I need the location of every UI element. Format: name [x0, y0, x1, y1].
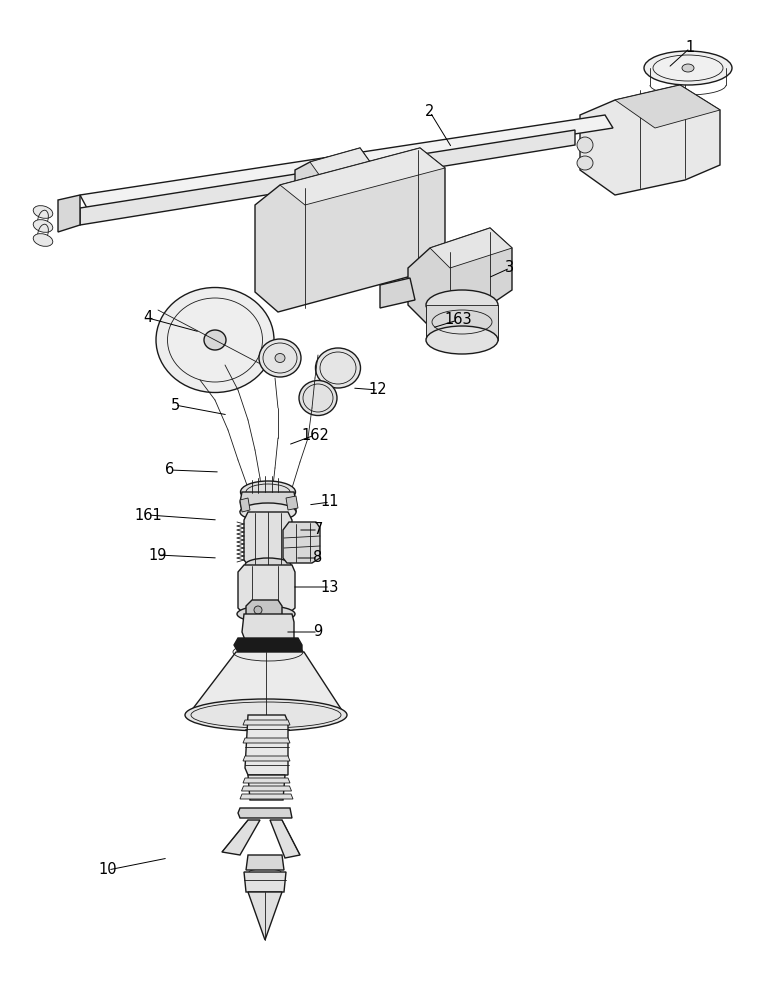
Text: 161: 161 — [134, 508, 162, 522]
Polygon shape — [246, 600, 282, 620]
Ellipse shape — [577, 137, 593, 153]
Polygon shape — [238, 565, 295, 614]
Ellipse shape — [682, 64, 694, 72]
Polygon shape — [234, 638, 302, 652]
Text: 4: 4 — [143, 310, 153, 326]
Text: 2: 2 — [425, 104, 435, 119]
Polygon shape — [242, 614, 294, 640]
Ellipse shape — [33, 206, 53, 218]
Polygon shape — [248, 775, 285, 800]
Text: 10: 10 — [99, 862, 117, 878]
Polygon shape — [243, 720, 290, 725]
Text: 19: 19 — [148, 548, 167, 562]
Polygon shape — [80, 115, 613, 210]
Text: 3: 3 — [505, 260, 514, 275]
Polygon shape — [188, 652, 345, 715]
Ellipse shape — [240, 481, 295, 503]
Polygon shape — [580, 85, 720, 195]
Ellipse shape — [185, 699, 347, 731]
Text: 12: 12 — [368, 382, 387, 397]
Polygon shape — [58, 195, 80, 232]
Ellipse shape — [237, 606, 295, 622]
Polygon shape — [310, 148, 370, 176]
Text: 8: 8 — [314, 550, 323, 566]
Polygon shape — [240, 498, 250, 512]
Polygon shape — [246, 855, 284, 870]
Polygon shape — [286, 496, 298, 510]
Ellipse shape — [644, 51, 732, 85]
Polygon shape — [270, 820, 300, 858]
Ellipse shape — [245, 558, 291, 572]
Ellipse shape — [316, 348, 361, 388]
Ellipse shape — [204, 330, 226, 350]
Ellipse shape — [299, 380, 337, 416]
Polygon shape — [243, 778, 290, 783]
Ellipse shape — [33, 220, 53, 232]
Ellipse shape — [577, 156, 593, 170]
Ellipse shape — [259, 339, 301, 377]
Polygon shape — [240, 492, 296, 512]
Ellipse shape — [254, 606, 262, 614]
Text: 5: 5 — [170, 397, 180, 412]
Polygon shape — [238, 808, 292, 818]
Ellipse shape — [156, 288, 274, 392]
Text: 7: 7 — [314, 522, 323, 538]
Ellipse shape — [275, 354, 285, 362]
Polygon shape — [240, 794, 293, 799]
Polygon shape — [295, 148, 370, 207]
Polygon shape — [248, 892, 282, 940]
Text: 1: 1 — [686, 40, 695, 55]
Polygon shape — [80, 130, 575, 225]
Ellipse shape — [426, 290, 498, 320]
Polygon shape — [245, 715, 288, 775]
Polygon shape — [243, 738, 290, 743]
Polygon shape — [380, 278, 415, 308]
Polygon shape — [280, 148, 445, 205]
Text: 9: 9 — [314, 624, 323, 640]
Polygon shape — [430, 228, 512, 268]
Text: 162: 162 — [301, 428, 329, 442]
Polygon shape — [615, 85, 720, 128]
Text: 13: 13 — [321, 580, 339, 594]
Polygon shape — [283, 522, 320, 563]
Ellipse shape — [426, 326, 498, 354]
Polygon shape — [222, 820, 260, 855]
Text: 11: 11 — [320, 494, 339, 510]
Ellipse shape — [240, 503, 296, 521]
Polygon shape — [243, 756, 290, 761]
Polygon shape — [241, 786, 291, 791]
Polygon shape — [244, 512, 292, 565]
Text: 163: 163 — [444, 312, 472, 328]
Polygon shape — [426, 305, 498, 340]
Polygon shape — [408, 228, 512, 325]
Polygon shape — [255, 148, 445, 312]
Ellipse shape — [33, 234, 53, 246]
Polygon shape — [244, 872, 286, 892]
Text: 6: 6 — [165, 462, 174, 478]
